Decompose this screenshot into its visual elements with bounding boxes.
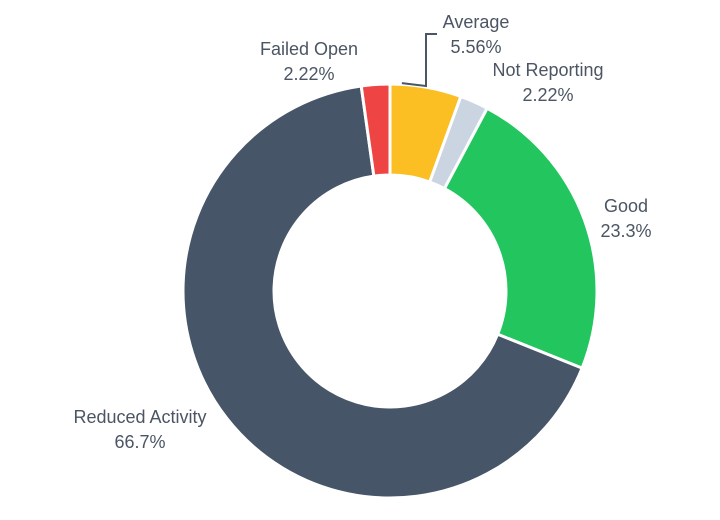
percent-average: 5.56%	[450, 37, 501, 57]
leader-line-average	[401, 33, 437, 88]
label-good: Good	[604, 196, 648, 216]
label-not-reporting: Not Reporting	[492, 60, 603, 80]
labels-layer: Average 5.56% Not Reporting 2.22% Good 23.3% R…	[73, 12, 651, 452]
percent-good: 23.3%	[600, 221, 651, 241]
label-reduced-activity: Reduced Activity	[73, 407, 206, 427]
percent-failed-open: 2.22%	[283, 64, 334, 84]
percent-not-reporting: 2.22%	[522, 85, 573, 105]
slice-good[interactable]	[442, 106, 599, 371]
leaders-layer	[401, 33, 437, 88]
percent-reduced-activity: 66.7%	[114, 432, 165, 452]
slice-failed-open[interactable]	[359, 82, 392, 178]
label-average: Average	[443, 12, 510, 32]
slices-layer	[181, 82, 599, 500]
label-failed-open: Failed Open	[260, 39, 358, 59]
slice-reduced-activity[interactable]	[181, 84, 585, 500]
